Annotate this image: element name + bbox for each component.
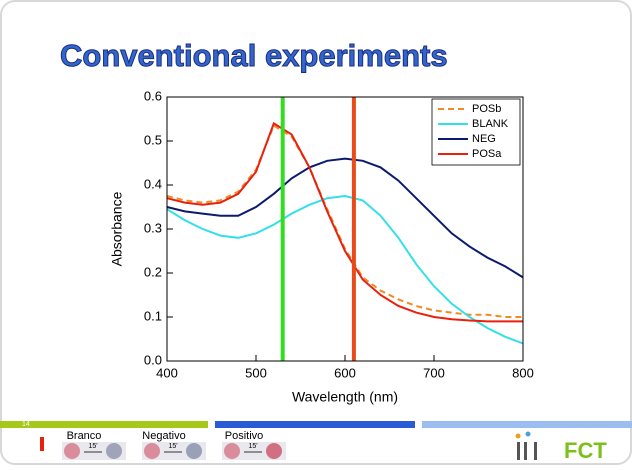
y-tick-label: 0.2 bbox=[144, 264, 162, 279]
line-series bbox=[166, 121, 523, 323]
slide-title: Conventional experiments bbox=[60, 38, 448, 73]
well bbox=[266, 443, 282, 459]
well bbox=[224, 443, 240, 459]
y-tick-label: 0.1 bbox=[144, 308, 162, 323]
legend-label: POSb bbox=[472, 103, 501, 115]
marker bbox=[40, 437, 44, 451]
plot-frame bbox=[166, 96, 524, 362]
bar-light-blue bbox=[422, 421, 632, 428]
x-tick-label: 500 bbox=[245, 365, 267, 380]
sample-label: Branco bbox=[67, 430, 102, 442]
x-tick-label: 800 bbox=[512, 365, 534, 380]
y-tick-label: 0.3 bbox=[144, 220, 162, 235]
x-tick-label: 400 bbox=[156, 365, 178, 380]
logo-int bbox=[515, 431, 537, 460]
bar-green bbox=[0, 421, 208, 428]
legend-label: POSa bbox=[472, 148, 502, 160]
well bbox=[106, 443, 122, 459]
slide-number: 14 bbox=[22, 421, 30, 428]
time-label: 15' bbox=[248, 443, 257, 450]
x-tick-label: 700 bbox=[423, 365, 445, 380]
time-label: 15' bbox=[88, 443, 97, 450]
well bbox=[64, 443, 80, 459]
sample-label: Positivo bbox=[225, 430, 264, 442]
legend-label: NEG bbox=[472, 133, 496, 145]
y-tick-label: 0.5 bbox=[144, 132, 162, 147]
legend-label: BLANK bbox=[472, 118, 509, 130]
y-tick-label: 0.6 bbox=[144, 88, 162, 103]
x-tick-label: 600 bbox=[334, 365, 356, 380]
line-series bbox=[166, 157, 524, 279]
well bbox=[186, 443, 202, 459]
chart: 0.0 0.1 0.2 0.3 0.4 0.5 0.6 400 500 600 700 800 Wave… bbox=[109, 88, 534, 404]
well bbox=[144, 443, 160, 459]
line-series bbox=[166, 194, 524, 345]
time-label: 15' bbox=[168, 443, 177, 450]
y-tick-label: 0.4 bbox=[144, 176, 162, 191]
x-axis-label: Wavelength (nm) bbox=[292, 389, 398, 405]
sample-label: Negativo bbox=[142, 430, 185, 442]
y-tick-label: 0.0 bbox=[144, 352, 162, 367]
y-axis-label: Absorbance bbox=[109, 191, 125, 266]
logo: FCT bbox=[564, 438, 607, 463]
bar-blue bbox=[215, 421, 415, 428]
